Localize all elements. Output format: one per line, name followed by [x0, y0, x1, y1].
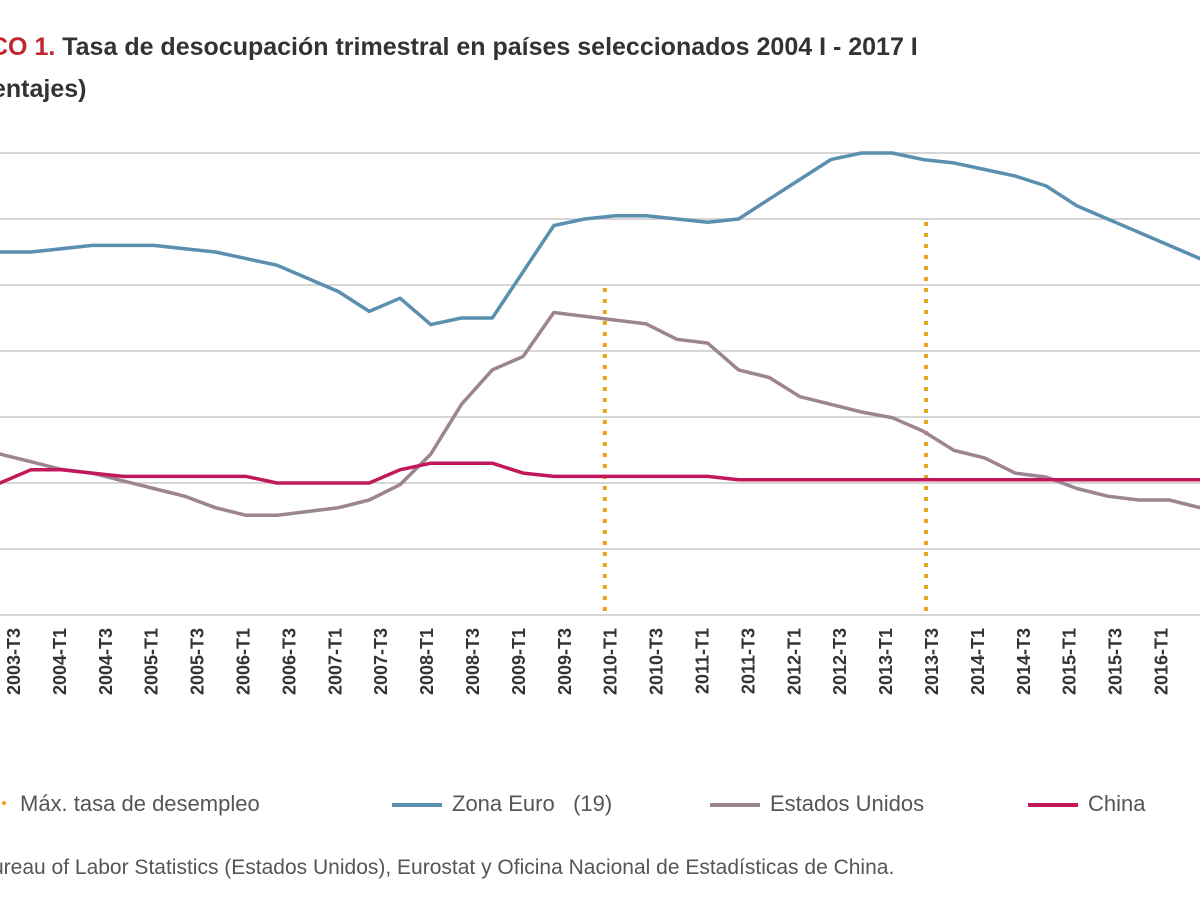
- legend-label-max: Máx. tasa de desempleo: [20, 791, 260, 816]
- title-prefix: CO 1.: [0, 33, 56, 61]
- legend-swatch-max: [0, 801, 6, 809]
- x-tick-label-2: 2004-T3: [96, 628, 116, 695]
- x-tick-label-16: 2011-T3: [738, 628, 758, 694]
- legend-label-euro: Zona Euro (19): [452, 791, 613, 816]
- x-tick-label-23: 2015-T1: [1060, 628, 1080, 695]
- series-line-euro: [0, 151, 1200, 327]
- chart-title: CO 1. Tasa de desocupación trimestral en…: [0, 26, 1200, 106]
- x-tick-label-17: 2012-T1: [784, 628, 804, 695]
- legend-item-us: Estados Unidos: [710, 786, 924, 822]
- x-tick-label-10: 2008-T3: [463, 628, 483, 695]
- legend-label-china: China: [1088, 791, 1146, 816]
- legend: Máx. tasa de desempleo Zona Euro (19) Es…: [0, 786, 1200, 822]
- x-tick-label-14: 2010-T3: [647, 628, 667, 695]
- x-tick-label-22: 2014-T3: [1014, 628, 1034, 695]
- source-note: ureau of Labor Statistics (Estados Unido…: [0, 856, 895, 879]
- x-tick-label-24: 2015-T3: [1106, 628, 1126, 695]
- x-tick-label-1: 2004-T1: [50, 628, 70, 695]
- title-line2: entajes): [0, 75, 87, 103]
- legend-item-china: China: [1028, 786, 1145, 822]
- x-tick-label-3: 2005-T1: [142, 628, 162, 695]
- legend-label-us: Estados Unidos: [770, 791, 925, 816]
- legend-swatch-euro: [392, 803, 442, 808]
- x-tick-label-11: 2009-T1: [509, 628, 529, 695]
- x-tick-label-19: 2013-T1: [876, 628, 896, 695]
- legend-swatch-china: [1028, 803, 1078, 808]
- legend-item-max: Máx. tasa de desempleo: [0, 786, 260, 822]
- x-tick-label-20: 2013-T3: [922, 628, 942, 695]
- x-tick-label-21: 2014-T1: [968, 628, 988, 695]
- legend-item-euro: Zona Euro (19): [392, 786, 612, 822]
- x-tick-label-0: 2003-T3: [4, 628, 24, 695]
- legend-swatch-us: [710, 803, 760, 808]
- title-main: Tasa de desocupación trimestral en paíse…: [55, 33, 918, 61]
- x-tick-label-26: 2016-T3: [1197, 628, 1200, 695]
- series-line-us: [0, 310, 1200, 518]
- series-line-china: [0, 461, 1200, 485]
- x-tick-label-9: 2008-T1: [417, 628, 437, 695]
- x-tick-label-6: 2006-T3: [279, 628, 299, 695]
- x-tick-label-4: 2005-T3: [188, 628, 208, 695]
- x-tick-label-18: 2012-T3: [830, 628, 850, 695]
- x-tick-label-7: 2007-T1: [325, 628, 345, 695]
- x-tick-label-25: 2016-T1: [1152, 628, 1172, 695]
- line-chart: 2003-T3 2004-T1 2004-T3 2005-T1 2005-T3 2006-…: [0, 151, 1200, 695]
- x-tick-label-12: 2009-T3: [555, 628, 575, 695]
- x-tick-label-13: 2010-T1: [601, 628, 621, 695]
- x-tick-label-8: 2007-T3: [371, 628, 391, 695]
- x-tick-label-15: 2011-T1: [693, 628, 713, 694]
- x-tick-label-5: 2006-T1: [234, 628, 254, 695]
